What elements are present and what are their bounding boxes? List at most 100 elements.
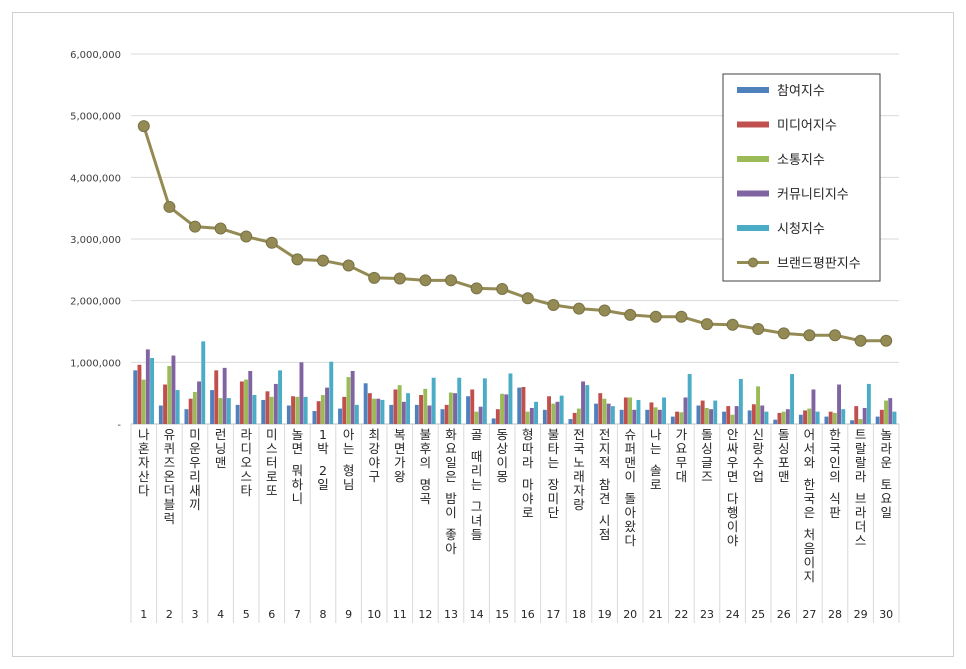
rank-label: 2 [166,608,173,621]
legend-box [722,73,881,282]
line-point [496,282,509,295]
bar-2 [470,389,475,424]
bar-2 [188,398,193,424]
bar-3 [141,379,146,424]
bar-1 [670,416,675,424]
line-point [214,222,227,235]
line-point [675,310,688,323]
rank-label: 8 [320,608,327,621]
bar-1 [414,404,419,424]
bar-2 [675,411,679,424]
bar-3 [397,385,402,424]
line-point [803,329,816,342]
bar-4 [760,405,765,424]
bar-1 [542,409,547,424]
legend-swatch-marker [748,257,758,268]
bar-2 [214,370,219,424]
bar-1 [773,419,778,424]
bar-5 [457,377,462,424]
bar-3 [320,395,325,424]
bar-1 [875,416,880,424]
line-point [470,282,483,295]
bar-1 [747,410,752,424]
bar-5 [610,406,615,424]
legend-label: 참여지수 [777,84,825,99]
bar-4 [376,398,381,424]
bar-1 [568,419,573,424]
rank-label: 7 [294,608,301,621]
bar-2 [700,400,705,424]
bar-5 [892,411,897,424]
bar-5 [815,411,820,424]
bar-2 [163,384,167,424]
rank-label: 23 [700,608,714,621]
bar-5 [482,378,487,424]
bar-4 [145,349,150,424]
bar-4 [632,409,637,424]
legend-label: 미디어지수 [777,119,837,134]
bar-2 [419,395,423,424]
line-point [189,220,201,233]
bar-3 [448,392,453,424]
bar-2 [521,387,526,424]
rank-label: 11 [393,608,407,621]
rank-label: 17 [546,608,560,621]
rank-label: 24 [726,608,740,621]
line-point [521,292,534,305]
legend-label: 커뮤니티지수 [777,188,849,203]
bar-4 [683,397,688,424]
legend-label: 브랜드평판지수 [777,257,861,272]
line-point [624,308,637,321]
bar-3 [295,396,300,424]
bar-4 [299,362,304,424]
chart-frame: 6,000,000 5,000,000 4,000,000 3,000,000 2,00… [12,12,954,657]
y-tick-label: - [117,420,121,431]
bar-4 [529,407,534,424]
bar-2 [726,406,731,424]
rank-label: 29 [854,608,868,621]
legend-swatch [737,190,769,197]
rank-label: 1 [140,608,147,621]
rank-label: 20 [623,608,637,621]
bar-2 [393,389,398,424]
bar-3 [551,403,556,424]
bar-5 [841,409,846,424]
bar-5 [636,399,641,424]
bar-5 [175,390,180,424]
bar-2 [649,402,654,424]
rank-label: 14 [470,608,484,621]
line-point [240,230,253,243]
line-point [726,318,739,331]
bar-3 [474,411,479,424]
bar-3 [884,400,888,424]
rank-label: 3 [192,608,199,621]
legend-swatch [737,156,769,162]
line-point [752,323,765,336]
bar-1 [517,387,522,424]
bar-4 [555,401,560,424]
bar-3 [653,407,658,424]
bar-4 [581,381,585,424]
rank-label: 4 [217,608,224,621]
bar-2 [367,393,372,424]
legend-swatch [737,87,769,93]
bar-5 [201,341,206,424]
